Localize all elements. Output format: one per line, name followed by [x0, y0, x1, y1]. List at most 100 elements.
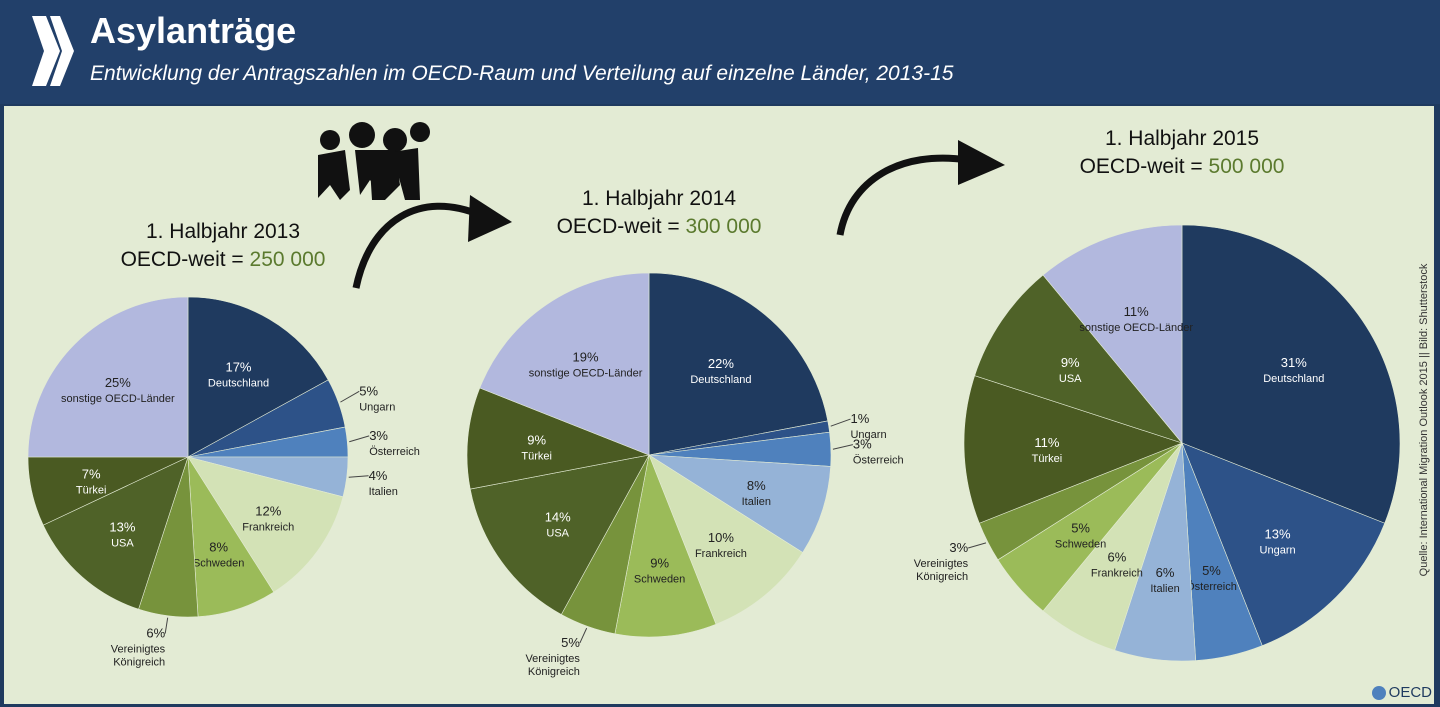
pie-slice: [27, 296, 189, 458]
slice-category-label: Vereinigtes Königreich: [525, 653, 580, 678]
slice-value-label: 12%: [255, 503, 281, 518]
arrow-icon: [352, 202, 482, 289]
pie-total: OECD-weit = 500 000: [1080, 155, 1285, 178]
pie-slice: [974, 274, 1183, 444]
pie-slice: [648, 454, 831, 553]
slice-value-label: 11%: [1034, 435, 1059, 450]
slice-category-label: Vereinigtes Königreich: [111, 644, 166, 669]
slice-value-label: 9%: [650, 555, 669, 570]
slice-value-label: 7%: [82, 467, 101, 482]
leader-line: [832, 444, 854, 450]
slice-value-label: 5%: [359, 383, 378, 398]
pie-slice: [963, 375, 1183, 524]
pie-slice: [1181, 442, 1386, 647]
slice-category-label: Vereinigtes Königreich: [914, 558, 969, 583]
arrow-head-icon: [468, 195, 512, 242]
slice-category-label: Schweden: [634, 573, 685, 585]
arrow-head-icon: [958, 140, 1005, 185]
slice-value-label: 9%: [1061, 355, 1080, 370]
pie-title: 1. Halbjahr 2013: [146, 220, 300, 243]
oecd-brand: OECD: [1371, 684, 1432, 701]
pie-title: 1. Halbjahr 2014: [582, 187, 736, 210]
pie-slice: [1042, 224, 1183, 444]
slice-value-label: 5%: [1071, 520, 1090, 535]
slice-value-label: 17%: [225, 360, 251, 375]
slice-category-label: Italien: [742, 496, 771, 508]
slice-category-label: sonstige OECD-Länder: [1079, 322, 1193, 334]
pie-slice: [1181, 224, 1401, 524]
pie-slice: [469, 454, 650, 615]
slice-value-label: 4%: [369, 468, 388, 483]
slice-category-label: Ungarn: [1260, 545, 1296, 557]
leader-line: [164, 617, 169, 634]
slice-category-label: Österreich: [369, 446, 420, 458]
pie-slice: [479, 272, 650, 456]
slice-value-label: 22%: [708, 356, 734, 371]
slice-category-label: USA: [111, 537, 134, 549]
slice-category-label: USA: [1059, 373, 1082, 385]
slice-value-label: 14%: [545, 509, 571, 524]
page-subtitle: Entwicklung der Antragszahlen im OECD-Ra…: [90, 62, 954, 85]
pie-slice: [648, 454, 804, 625]
slice-category-label: Ungarn: [359, 401, 395, 413]
arrow-icon: [836, 154, 969, 236]
slice-category-label: Deutschland: [1263, 373, 1324, 385]
slice-value-label: 13%: [1265, 527, 1291, 542]
slice-category-label: Türkei: [1032, 453, 1063, 465]
slice-value-label: 5%: [561, 635, 580, 650]
slice-category-label: Frankreich: [1091, 567, 1143, 579]
slice-value-label: 6%: [1107, 549, 1126, 564]
slice-value-label: 3%: [949, 540, 968, 555]
pie-title: 1. Halbjahr 2015: [1105, 127, 1259, 150]
leader-line: [348, 475, 369, 478]
oecd-chevrons-logo: [32, 16, 74, 86]
slice-category-label: Frankreich: [695, 548, 747, 560]
slice-category-label: Deutschland: [208, 378, 269, 390]
slice-category-label: Frankreich: [242, 521, 294, 533]
slice-value-label: 8%: [747, 478, 766, 493]
slice-value-label: 3%: [853, 437, 872, 452]
slice-value-label: 1%: [850, 411, 869, 426]
leader-line: [968, 542, 987, 549]
slice-value-label: 6%: [146, 626, 165, 641]
slice-value-label: 13%: [109, 519, 135, 534]
leader-line: [340, 390, 360, 403]
slice-category-label: Österreich: [853, 455, 904, 467]
pie-slice: [42, 456, 189, 610]
slice-category-label: Deutschland: [690, 374, 751, 386]
pie-slice: [614, 453, 717, 638]
pie-total: OECD-weit = 300 000: [557, 215, 762, 238]
header: Asylanträge Entwicklung der Antragszahle…: [0, 0, 1440, 104]
globe-icon: [1371, 685, 1386, 700]
slice-category-label: Türkei: [521, 450, 552, 462]
slice-category-label: Österreich: [1186, 581, 1237, 593]
pie-slice: [466, 387, 651, 490]
slice-value-label: 8%: [209, 539, 228, 554]
leader-line: [579, 627, 588, 644]
refugees-silhouette-icon: [318, 122, 430, 200]
slice-value-label: 31%: [1281, 355, 1307, 370]
page-title: Asylanträge: [90, 10, 297, 51]
slice-value-label: 11%: [1124, 304, 1149, 319]
slice-value-label: 19%: [573, 350, 599, 365]
slice-category-label: Italien: [369, 486, 398, 498]
slice-value-label: 3%: [369, 428, 388, 443]
slice-value-label: 5%: [1202, 563, 1221, 578]
slice-category-label: Ungarn: [850, 429, 886, 441]
slice-category-label: Italien: [1150, 583, 1179, 595]
slice-category-label: Schweden: [193, 557, 244, 569]
source-note: Quelle: International Migration Outlook …: [1418, 263, 1430, 577]
slice-value-label: 9%: [527, 432, 546, 447]
slice-category-label: sonstige OECD-Länder: [61, 393, 175, 405]
pie-slice: [187, 296, 329, 458]
leader-line: [830, 418, 851, 427]
pie-slice: [648, 272, 829, 456]
slice-value-label: 6%: [1156, 565, 1175, 580]
slice-category-label: USA: [546, 527, 569, 539]
slice-category-label: sonstige OECD-Länder: [529, 368, 643, 380]
pie-total: OECD-weit = 250 000: [121, 248, 326, 271]
slice-category-label: Schweden: [1055, 538, 1106, 550]
pie-slice: [187, 456, 344, 593]
brand-label: OECD: [1388, 684, 1432, 701]
